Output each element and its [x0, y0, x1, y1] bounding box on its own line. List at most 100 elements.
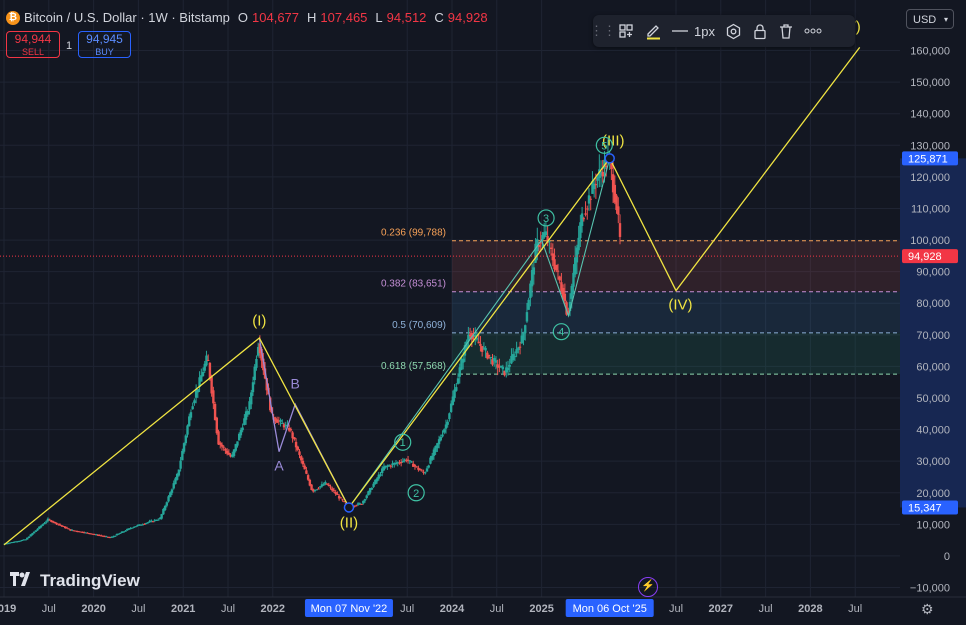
candle-body: [293, 437, 296, 440]
candle-body: [503, 370, 506, 376]
candle-body: [198, 377, 201, 387]
candle-body: [60, 525, 63, 527]
candle-body: [191, 406, 194, 410]
lightning-icon[interactable]: ⚡: [638, 577, 658, 597]
candle-body: [455, 387, 458, 391]
pencil-color-icon[interactable]: [644, 17, 662, 45]
candle-body: [396, 462, 399, 464]
chevron-down-icon: ▾: [943, 15, 948, 24]
candle-body: [370, 488, 374, 490]
candle-body: [27, 536, 31, 538]
candle-body: [26, 537, 29, 540]
template-icon[interactable]: [618, 17, 634, 45]
price-badge: [902, 151, 958, 166]
candle-body: [258, 343, 262, 354]
price-badge-label: 94,928: [908, 251, 942, 263]
candle-body: [451, 396, 455, 405]
circled-wave-label: 2: [413, 488, 419, 500]
symbol-title[interactable]: Bitcoin / U.S. Dollar · 1W · Bitstamp: [24, 10, 230, 25]
high-value: 107,465: [320, 10, 368, 25]
candle-body: [518, 346, 522, 348]
candle-body: [482, 347, 486, 349]
candle-body: [93, 534, 96, 536]
y-tick-label: 160,000: [910, 46, 950, 58]
candle-body: [175, 473, 179, 480]
x-axis-date-badge: [565, 599, 654, 617]
candle-body: [356, 503, 360, 505]
candle-body: [412, 463, 415, 467]
circled-wave-ring: [537, 209, 555, 227]
candle-body: [122, 531, 125, 533]
wave-label: B: [291, 376, 300, 392]
x-tick-label: Jul: [42, 603, 56, 615]
candle-body: [377, 474, 380, 479]
buy-button[interactable]: 94,945 BUY: [78, 31, 131, 58]
sell-price: 94,944: [14, 32, 52, 46]
candle-body: [225, 450, 229, 454]
tradingview-mark-icon: [10, 571, 34, 591]
candle-body: [437, 439, 441, 445]
candle-body: [143, 523, 146, 525]
candle-body: [487, 354, 491, 357]
tradingview-logo[interactable]: TradingView: [10, 571, 140, 591]
x-tick-label: Jul: [490, 603, 504, 615]
candle-body: [394, 463, 398, 465]
candle-body: [298, 451, 301, 455]
candle-body: [560, 282, 563, 292]
gear-icon[interactable]: ⚙: [921, 601, 934, 617]
candle-body: [58, 524, 62, 526]
candle-body: [229, 454, 232, 457]
more-options-icon[interactable]: [804, 17, 822, 45]
wave-label: (I): [252, 312, 266, 329]
candle-body: [57, 523, 60, 525]
candle-body: [534, 243, 537, 263]
candle-body: [179, 460, 182, 469]
candle-body: [224, 448, 227, 451]
drag-handle-icon[interactable]: ⋮⋮: [590, 23, 616, 38]
candle-body: [599, 171, 603, 175]
candle-body: [463, 345, 467, 356]
sell-button[interactable]: 94,944 SELL: [6, 31, 60, 58]
candle-body: [305, 470, 308, 474]
candle-body: [420, 470, 424, 472]
candle-body: [31, 533, 34, 535]
candle-body: [200, 375, 203, 382]
candle-body: [439, 437, 442, 441]
candle-body: [491, 359, 494, 365]
candle-body: [182, 443, 186, 452]
wave-label: (IV): [668, 297, 692, 314]
currency-selector[interactable]: USD ▾: [906, 9, 954, 29]
candle-body: [384, 465, 387, 468]
candle-body: [410, 461, 413, 463]
trash-icon[interactable]: [778, 17, 794, 45]
candle-body: [306, 475, 310, 480]
candle-body: [458, 367, 461, 377]
candle-body: [367, 491, 370, 496]
y-tick-label: 0: [944, 551, 950, 563]
candle-body: [50, 520, 53, 522]
low-label: L: [375, 10, 383, 25]
x-tick-label: Jul: [848, 603, 862, 615]
settings-icon[interactable]: [725, 17, 742, 45]
candle-body: [124, 530, 127, 532]
candle-body: [101, 535, 105, 537]
candle-body: [7, 543, 10, 545]
line-width-selector[interactable]: 1px: [672, 17, 715, 45]
currency-label: USD: [913, 14, 937, 26]
candle-body: [405, 460, 408, 462]
order-quantity[interactable]: 1: [66, 40, 73, 52]
candle-body: [327, 484, 330, 486]
candle-body: [48, 519, 51, 521]
lock-icon[interactable]: [752, 17, 768, 45]
candle-body: [524, 325, 527, 334]
candle-body: [301, 460, 305, 465]
candle-body: [601, 171, 604, 177]
candle-body: [527, 299, 530, 310]
candle-body: [430, 455, 434, 460]
y-tick-label: 110,000: [911, 203, 950, 215]
candle-body: [415, 466, 418, 468]
y-tick-label: 150,000: [910, 77, 950, 89]
candle-body: [381, 468, 384, 474]
